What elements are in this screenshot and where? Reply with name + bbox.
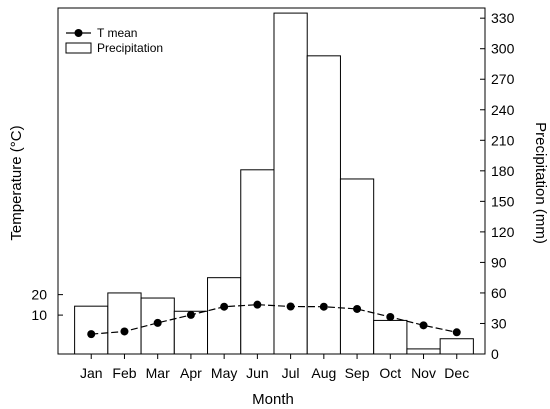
- x-tick-label: Aug: [311, 365, 336, 381]
- precipitation-bar: [439, 338, 474, 355]
- precipitation-bar: [406, 348, 441, 355]
- x-axis: Jan Feb Mar Apr May Jun Jul Aug Sep Oct Nov Dec: [80, 354, 469, 381]
- x-tick-label: Jul: [282, 365, 300, 381]
- left-y-tick-label: 10: [31, 307, 47, 323]
- t-mean-point: [353, 304, 362, 313]
- t-mean-point: [319, 302, 328, 311]
- legend-bar-swatch: [65, 42, 92, 54]
- x-tick-label: Jan: [80, 365, 103, 381]
- precipitation-bar: [373, 319, 408, 355]
- precipitation-bar: [207, 277, 242, 355]
- t-mean-point: [220, 302, 229, 311]
- x-tick-label: Feb: [112, 365, 136, 381]
- x-tick-label: Jun: [246, 365, 269, 381]
- precipitation-bars: [74, 12, 474, 355]
- x-axis-title: Month: [252, 391, 294, 408]
- t-mean-point: [419, 321, 428, 330]
- t-mean-point: [153, 318, 162, 327]
- right-y-axis-title: Precipitation (mm): [532, 122, 549, 244]
- right-y-axis: 0 30 60 90 120 150 180 210 240 270 300 330: [480, 10, 515, 362]
- t-mean-point: [253, 300, 262, 309]
- precipitation-bar: [74, 305, 109, 355]
- x-tick-label: May: [211, 365, 237, 381]
- right-y-tick-label: 90: [491, 254, 507, 270]
- right-y-tick-label: 330: [491, 10, 515, 26]
- right-y-tick-label: 270: [491, 71, 515, 87]
- x-tick-label: Mar: [146, 365, 170, 381]
- plot-frame: [57, 7, 486, 355]
- right-y-tick-label: 300: [491, 41, 515, 57]
- right-y-tick-label: 60: [491, 285, 507, 301]
- left-y-tick-label: 20: [31, 287, 47, 303]
- left-y-axis-title: Temperature (°C): [8, 125, 25, 240]
- legend: T mean Precipitation: [65, 26, 163, 55]
- right-y-tick-label: 30: [491, 315, 507, 331]
- t-mean-point: [286, 302, 295, 311]
- x-tick-label: Sep: [345, 365, 370, 381]
- legend-label-precipitation: Precipitation: [97, 41, 163, 55]
- t-mean-line: [91, 304, 457, 335]
- right-y-tick-label: 0: [491, 346, 499, 362]
- x-tick-label: Dec: [444, 365, 469, 381]
- right-y-tick-label: 120: [491, 224, 515, 240]
- right-y-tick-label: 150: [491, 193, 515, 209]
- t-mean-point: [120, 327, 129, 336]
- right-y-tick-label: 210: [491, 132, 515, 148]
- x-tick-label: Apr: [180, 365, 202, 381]
- t-mean-series: [87, 300, 461, 339]
- t-mean-point: [186, 310, 195, 319]
- right-y-tick-label: 180: [491, 163, 515, 179]
- x-tick-label: Oct: [379, 365, 401, 381]
- precipitation-bar: [339, 178, 375, 355]
- t-mean-point: [87, 330, 96, 339]
- legend-marker-swatch: [74, 29, 83, 37]
- t-mean-point: [452, 328, 461, 337]
- precipitation-bar: [240, 169, 275, 355]
- t-mean-point: [386, 312, 395, 321]
- precipitation-bar: [107, 292, 142, 355]
- precipitation-bar: [273, 12, 308, 355]
- legend-label-t-mean: T mean: [97, 26, 137, 40]
- right-y-tick-label: 240: [491, 102, 515, 118]
- x-tick-label: Nov: [411, 365, 436, 381]
